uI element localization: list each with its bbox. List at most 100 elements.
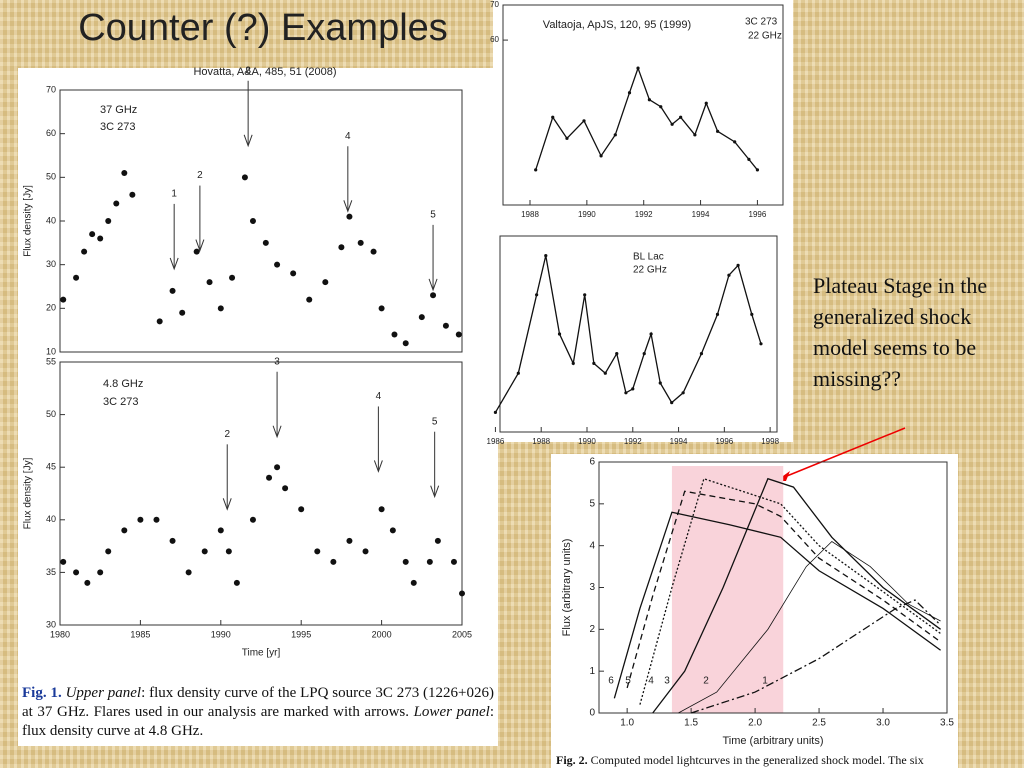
data-point [179,309,186,316]
data-point [169,287,176,294]
data-point [592,361,596,365]
data-point [627,91,632,95]
figure-caption: Fig. 2. Computed model lightcurves in th… [556,753,924,768]
curve-label: 3 [664,676,670,687]
arrow-head [428,278,438,292]
source-citation: Hovatta, A&A, 485, 51 (2008) [193,66,336,78]
panel-label: 3C 273 [100,121,135,133]
data-point [73,274,80,281]
data-point [759,342,763,346]
caption-label: Fig. 1. [22,685,62,701]
data-point [153,516,160,523]
data-point [217,527,224,534]
data-point [733,140,737,144]
data-point [582,119,586,123]
data-point [402,558,409,565]
data-point [693,133,697,137]
curve-label: 6 [608,676,614,687]
data-point [659,105,663,109]
data-point [658,381,662,385]
y-tick-label: 40 [46,514,56,524]
x-tick-label: 1998 [761,437,779,446]
y-tick-label: 50 [46,172,56,182]
y-axis-label: Flux (arbitrary units) [561,539,573,637]
data-point [73,569,80,576]
data-point [613,133,617,137]
x-tick-label: 1990 [578,437,596,446]
data-point [615,352,619,356]
y-tick-label: 60 [46,128,56,138]
data-point [670,122,674,126]
slide-note: Plateau Stage in the generalized shock m… [813,273,988,391]
data-point [747,157,751,161]
y-tick-label: 20 [46,303,56,313]
data-point [357,239,364,246]
x-tick-label: 2000 [372,629,392,639]
y-tick-label: 40 [46,215,56,225]
data-point [290,270,297,277]
arrow-head [343,200,353,213]
data-point [97,235,104,242]
pointer-arrow [781,427,906,479]
data-point [60,558,67,565]
data-point [137,516,144,523]
figure-panel [497,232,793,442]
panel-label: 3C 273 [745,17,778,28]
flare-label: 4 [345,131,351,142]
x-tick-label: 1996 [749,210,767,219]
plot-frame [59,361,463,626]
data-point [551,115,555,119]
figure-panel [18,68,498,746]
data-point [402,340,409,347]
caption-text: : flux density curve at 4.8 GHz. [22,704,495,739]
plot-frame [502,4,784,206]
data-point [249,218,256,224]
data-point [603,371,607,375]
data-point [225,548,232,555]
data-point [426,558,433,565]
data-point [679,115,683,119]
data-line [626,490,941,689]
y-tick-label: 70 [490,0,499,9]
data-point [266,474,273,481]
arrow-head [243,134,253,148]
data-line [535,66,758,171]
x-tick-label: 2.5 [812,718,826,729]
caption-text: Lower panel [413,704,490,720]
plot-frame [499,235,778,433]
y-tick-label: 55 [46,356,56,366]
slide-title: Counter (?) Examples [78,7,448,49]
data-line [639,477,941,705]
flare-label: 5 [432,416,438,427]
arrow-head [373,460,383,473]
figure-caption: Fig. 1. Upper panel: flux density curve … [22,684,494,741]
data-point [670,401,674,405]
data-point [755,168,760,172]
data-point [60,296,67,303]
data-point [649,332,653,336]
data-point [193,248,200,255]
data-point [736,263,740,267]
y-tick-label: 30 [46,619,56,629]
data-point [459,590,465,597]
data-point [346,537,353,544]
y-tick-label: 4 [589,540,595,551]
x-tick-label: 2.0 [748,718,762,729]
y-tick-label: 5 [589,498,595,509]
panel-label: 22 GHz [748,31,782,42]
data-point [631,387,635,391]
data-point [750,312,754,316]
data-point [418,314,425,321]
y-tick-label: 3 [589,582,595,593]
data-point [84,579,91,586]
data-point [716,129,720,133]
y-tick-label: 30 [46,259,56,269]
y-tick-label: 35 [46,567,56,577]
data-point [229,274,236,281]
data-point [727,273,731,277]
data-point [249,516,256,523]
arrow-head [195,239,205,253]
data-point [430,292,437,299]
data-point [636,66,640,70]
